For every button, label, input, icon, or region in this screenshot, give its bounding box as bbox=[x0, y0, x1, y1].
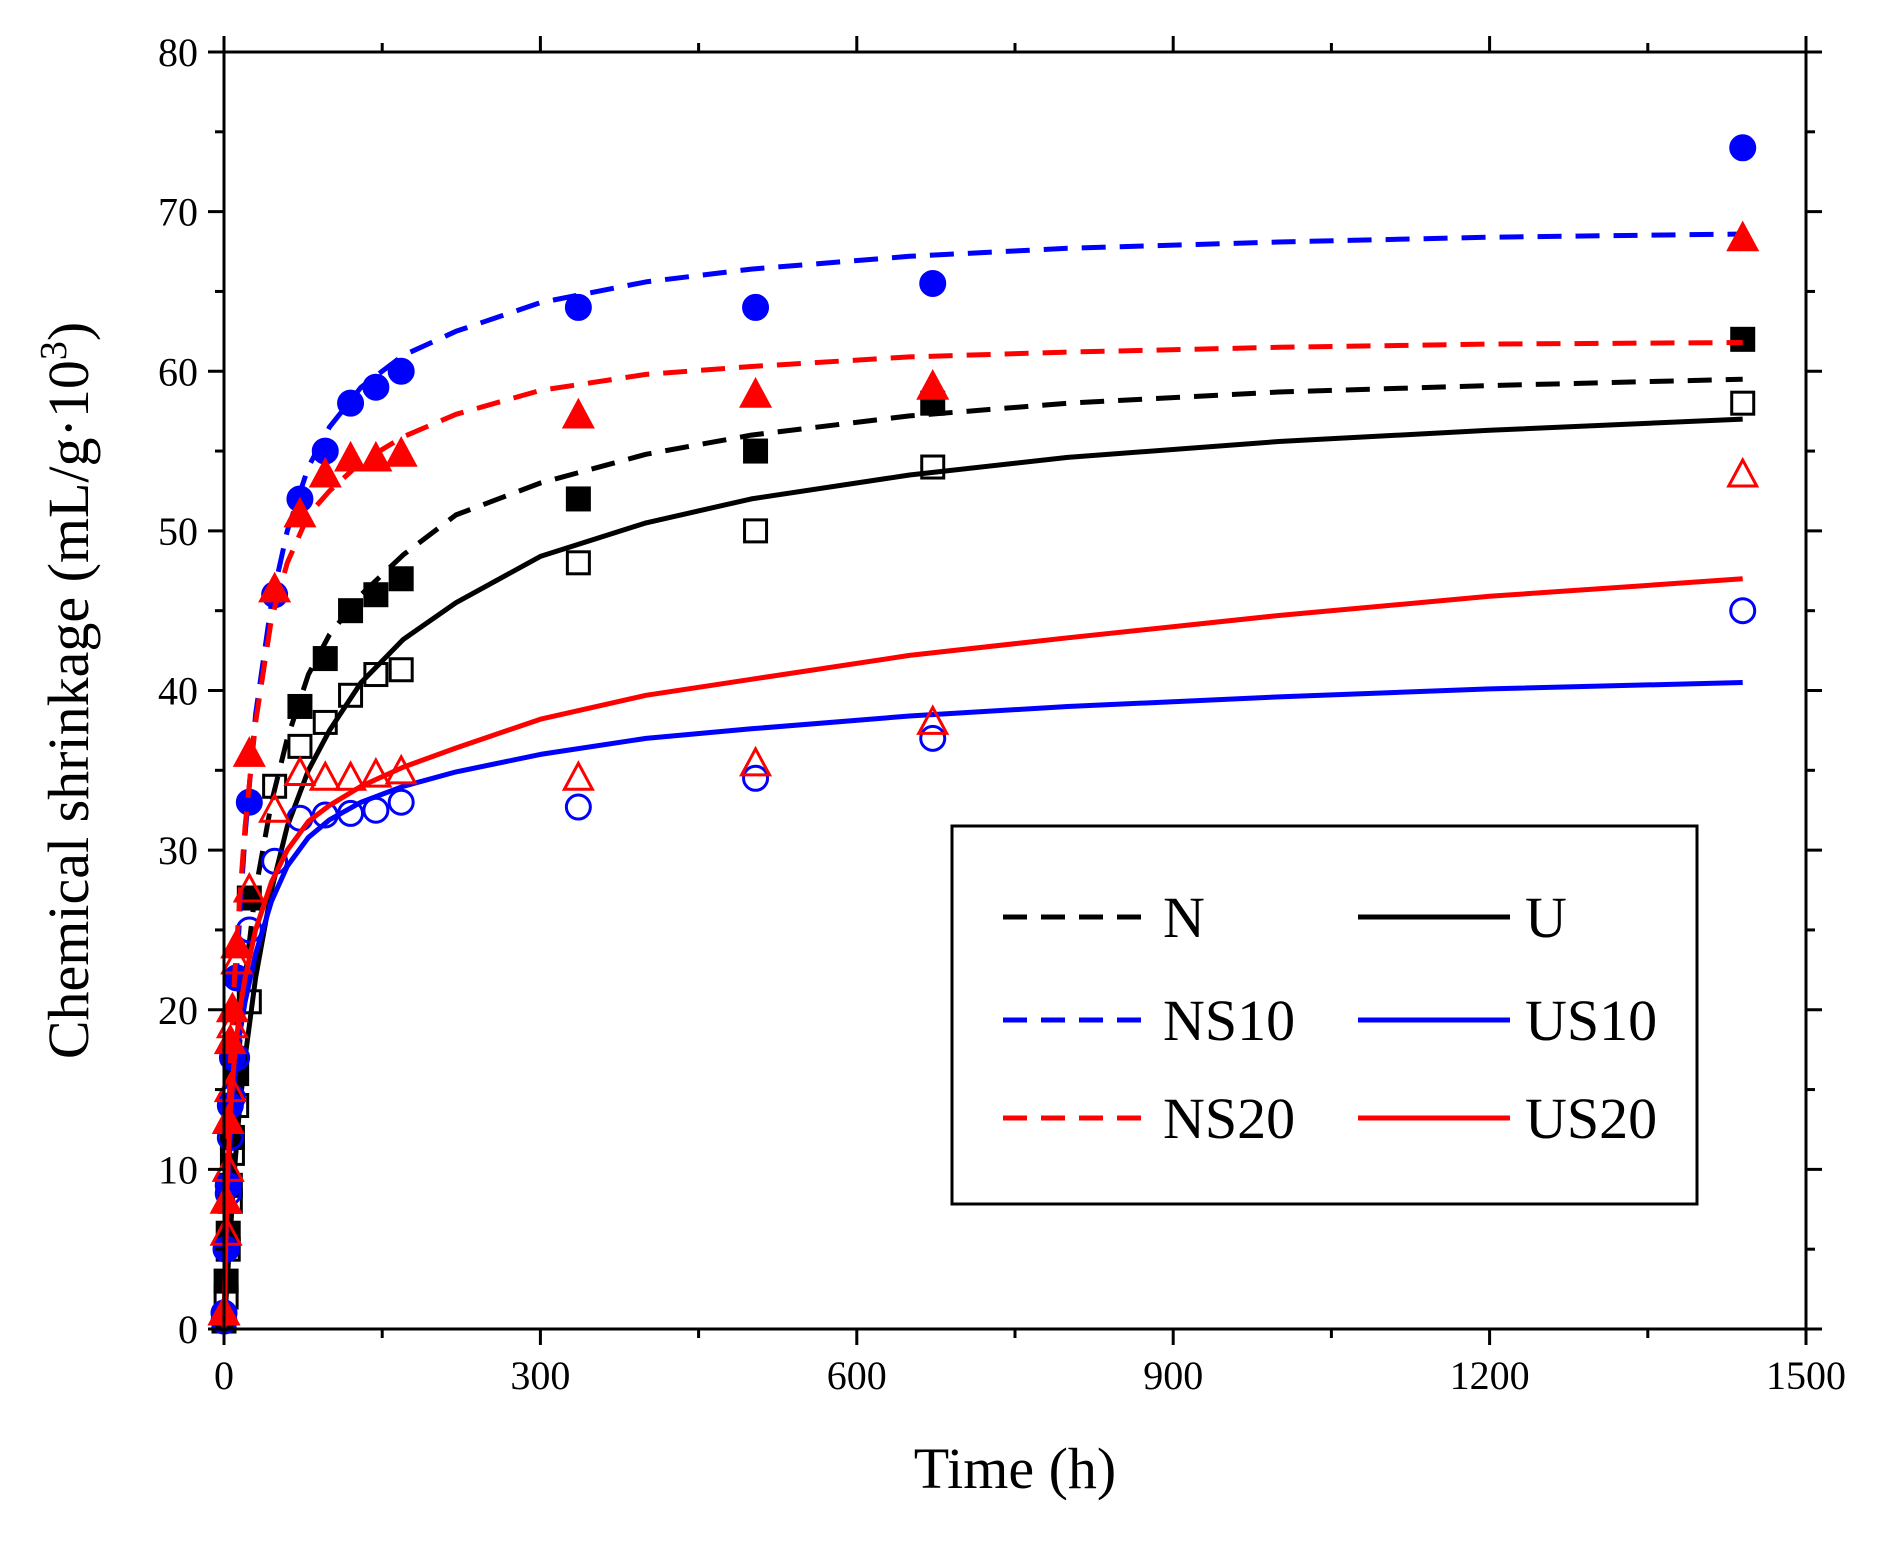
legend-label-n: N bbox=[1163, 885, 1205, 950]
legend: N U NS10 US10 NS20 US20 bbox=[950, 824, 1699, 1206]
data-point-ns20 bbox=[739, 377, 773, 408]
data-point-n bbox=[743, 438, 769, 464]
data-point-us20 bbox=[308, 760, 342, 791]
data-point-n bbox=[565, 486, 591, 512]
y-tick-label: 10 bbox=[158, 1147, 198, 1192]
legend-label-ns10: NS10 bbox=[1163, 988, 1295, 1053]
axis-ticks: 0 300 600 900 1200 1500 0 10 20 30 40 50 60 70 80 bbox=[158, 30, 1846, 1398]
data-point-n bbox=[1730, 326, 1756, 352]
fit-line-ns20 bbox=[221, 340, 1743, 1330]
x-tick-label: 1500 bbox=[1766, 1353, 1846, 1398]
data-point-us20 bbox=[283, 755, 317, 787]
data-point-us10 bbox=[919, 724, 947, 752]
x-tick-label: 300 bbox=[510, 1353, 570, 1398]
data-point-u bbox=[743, 518, 769, 544]
data-point-us20 bbox=[258, 792, 292, 823]
data-point-us20 bbox=[1726, 456, 1760, 488]
y-axis-title-superscript: 3 bbox=[33, 341, 75, 360]
data-point-u bbox=[287, 733, 313, 759]
x-axis-title: Time (h) bbox=[914, 1436, 1117, 1501]
data-point-ns10 bbox=[362, 373, 390, 401]
y-tick-label: 20 bbox=[158, 988, 198, 1033]
data-point-u bbox=[920, 454, 946, 480]
data-point-u bbox=[388, 657, 414, 683]
legend-label-us20: US20 bbox=[1525, 1086, 1657, 1151]
data-point-us20 bbox=[561, 760, 595, 791]
y-axis-title-main: Chemical shrinkage (mL/g·10 bbox=[36, 360, 101, 1059]
y-tick-label: 80 bbox=[158, 30, 198, 75]
data-point-us10 bbox=[387, 788, 415, 816]
y-tick-label: 60 bbox=[158, 349, 198, 394]
data-point-us10 bbox=[1729, 597, 1757, 625]
fit-line-us20 bbox=[221, 576, 1743, 1330]
data-point-ns10 bbox=[564, 293, 592, 321]
data-point-ns10 bbox=[1729, 134, 1757, 162]
data-point-ns20 bbox=[308, 456, 342, 488]
legend-label-ns20: NS20 bbox=[1163, 1086, 1295, 1151]
legend-label-us10: US10 bbox=[1525, 988, 1657, 1053]
data-point-ns10 bbox=[742, 293, 770, 321]
x-tick-label: 0 bbox=[214, 1353, 234, 1398]
data-point-us20 bbox=[359, 756, 393, 788]
y-tick-label: 50 bbox=[158, 509, 198, 554]
data-point-us20 bbox=[334, 760, 368, 791]
y-tick-label: 0 bbox=[178, 1307, 198, 1352]
y-axis-title-close: ) bbox=[36, 322, 101, 341]
data-point-ns20 bbox=[384, 436, 418, 467]
fit-line-n bbox=[221, 376, 1743, 1330]
data-point-ns20 bbox=[1726, 220, 1760, 252]
data-point-u bbox=[338, 682, 364, 708]
series-us20 bbox=[207, 456, 1760, 1330]
data-point-ns20 bbox=[232, 736, 266, 767]
legend-box bbox=[950, 824, 1699, 1206]
data-point-us20 bbox=[220, 943, 254, 975]
data-point-ns20 bbox=[916, 369, 950, 400]
data-point-ns20 bbox=[359, 440, 393, 472]
data-point-n bbox=[312, 646, 338, 672]
x-tick-label: 1200 bbox=[1450, 1353, 1530, 1398]
legend-label-u: U bbox=[1525, 885, 1567, 950]
y-axis-title: Chemical shrinkage (mL/g·103) bbox=[33, 322, 101, 1059]
data-point-u bbox=[363, 662, 389, 688]
data-point-u bbox=[1730, 390, 1756, 416]
data-point-ns10 bbox=[337, 389, 365, 417]
data-point-us10 bbox=[742, 764, 770, 792]
data-point-ns20 bbox=[561, 397, 595, 429]
x-tick-label: 600 bbox=[827, 1353, 887, 1398]
y-tick-label: 30 bbox=[158, 828, 198, 873]
data-point-u bbox=[565, 550, 591, 576]
data-point-us20 bbox=[916, 704, 950, 735]
y-tick-label: 70 bbox=[158, 190, 198, 235]
y-tick-label: 40 bbox=[158, 669, 198, 714]
data-point-us20 bbox=[232, 871, 266, 903]
x-tick-label: 900 bbox=[1143, 1353, 1203, 1398]
data-point-ns10 bbox=[387, 357, 415, 385]
plot-content bbox=[207, 134, 1760, 1335]
data-point-us20 bbox=[739, 745, 773, 777]
data-point-ns10 bbox=[919, 269, 947, 297]
data-point-us10 bbox=[564, 793, 592, 821]
data-point-n bbox=[388, 566, 414, 592]
